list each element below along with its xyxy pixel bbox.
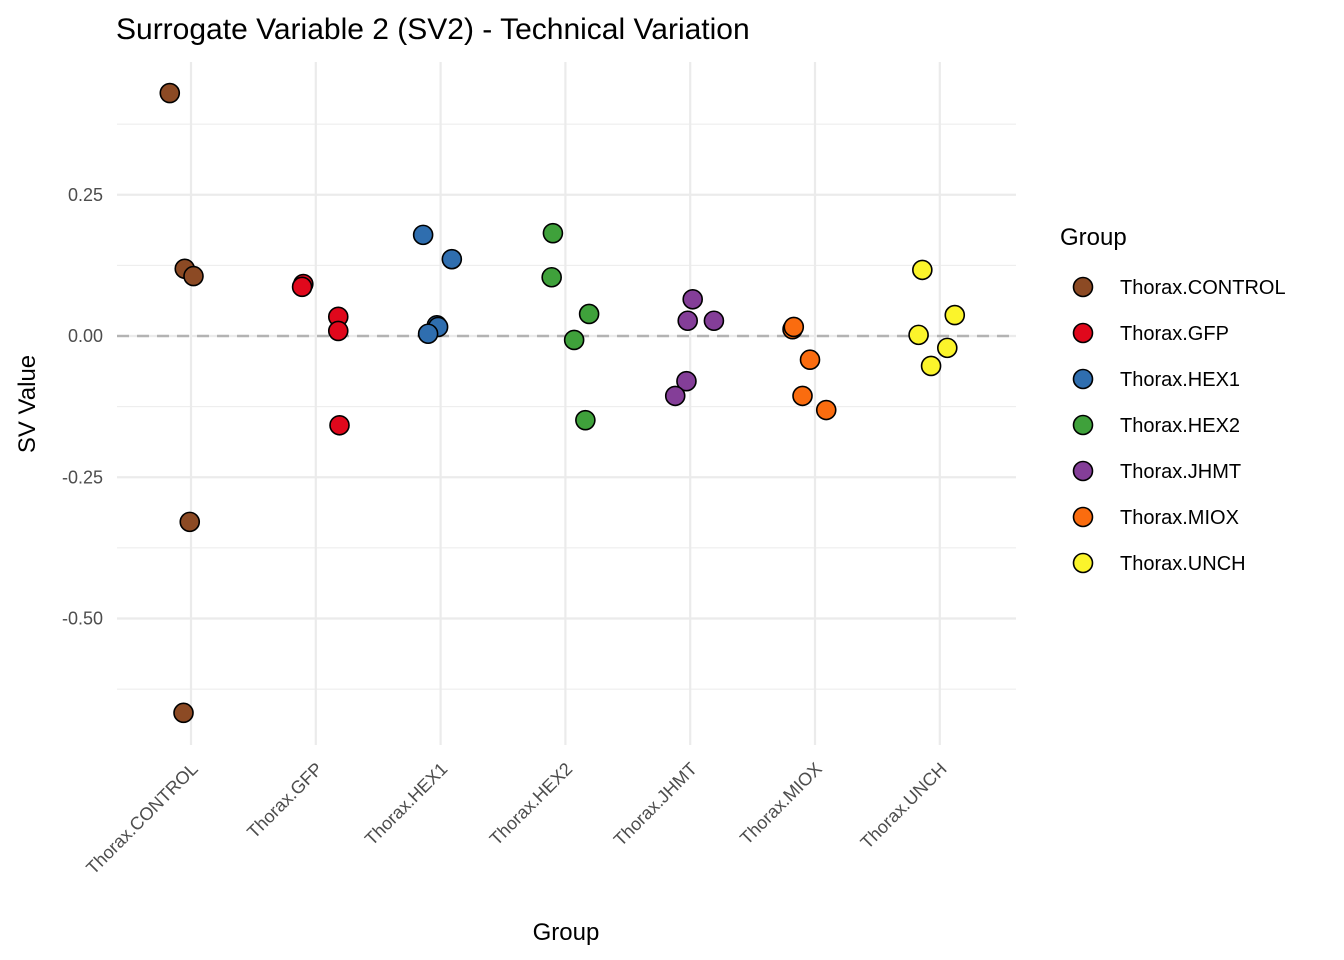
data-point bbox=[563, 329, 585, 351]
x-axis-title: Group bbox=[533, 919, 600, 946]
legend-swatch-icon bbox=[1072, 276, 1094, 298]
data-point bbox=[291, 276, 313, 298]
x-tick-label: Thorax.UNCH bbox=[857, 759, 951, 853]
data-point bbox=[783, 316, 805, 338]
y-tick-label: -0.25 bbox=[62, 467, 103, 487]
legend-item: Thorax.MIOX bbox=[1072, 506, 1239, 529]
data-point bbox=[664, 385, 686, 407]
data-point bbox=[417, 323, 439, 345]
y-axis-title: SV Value bbox=[14, 355, 41, 453]
x-tick-label: Thorax.MIOX bbox=[736, 759, 826, 849]
legend-swatch-icon bbox=[1072, 552, 1094, 574]
data-point bbox=[541, 266, 562, 288]
legend-label: Thorax.HEX1 bbox=[1120, 369, 1240, 391]
data-point bbox=[676, 370, 697, 392]
data-point bbox=[815, 399, 837, 421]
legend-item: Thorax.CONTROL bbox=[1072, 276, 1286, 299]
legend-swatch-icon bbox=[1072, 414, 1094, 436]
data-point bbox=[920, 355, 942, 377]
data-point bbox=[912, 259, 933, 281]
legend-label: Thorax.GFP bbox=[1120, 323, 1229, 345]
legend: Group Thorax.CONTROL Thorax.GFP Thorax.HEX… bbox=[1060, 224, 1286, 575]
legend-swatch-icon bbox=[1072, 506, 1094, 528]
grid bbox=[117, 62, 1016, 745]
data-point bbox=[412, 224, 434, 246]
legend-swatch-icon bbox=[1072, 322, 1094, 344]
data-point bbox=[936, 337, 958, 359]
series-thorax-control bbox=[159, 82, 204, 724]
legend-title: Group bbox=[1060, 224, 1127, 251]
series-thorax-jhmt bbox=[664, 288, 725, 407]
y-tick-label: 0.00 bbox=[68, 326, 103, 346]
y-axis-ticks: 0.25 0.00 -0.25 -0.50 bbox=[62, 185, 103, 629]
data-point bbox=[327, 320, 349, 342]
data-point bbox=[159, 82, 181, 104]
legend-item: Thorax.UNCH bbox=[1072, 552, 1246, 575]
series-thorax-gfp bbox=[291, 273, 350, 436]
legend-item: Thorax.JHMT bbox=[1072, 460, 1241, 483]
legend-item: Thorax.HEX2 bbox=[1072, 414, 1240, 437]
data-point bbox=[908, 324, 929, 346]
data-point bbox=[682, 288, 703, 310]
x-tick-label: Thorax.GFP bbox=[243, 759, 326, 842]
x-tick-label: Thorax.JHMT bbox=[610, 759, 701, 850]
data-point bbox=[944, 304, 966, 326]
data-point bbox=[183, 265, 204, 287]
data-point bbox=[329, 414, 350, 436]
series-thorax-hex2 bbox=[541, 222, 600, 431]
data-point bbox=[677, 310, 699, 332]
legend-label: Thorax.JHMT bbox=[1120, 461, 1241, 483]
data-point bbox=[792, 385, 813, 407]
legend-label: Thorax.MIOX bbox=[1120, 507, 1239, 529]
series-thorax-unch bbox=[908, 259, 966, 377]
data-point bbox=[173, 702, 194, 724]
data-point bbox=[542, 222, 564, 244]
y-tick-label: -0.50 bbox=[62, 609, 103, 629]
legend-label: Thorax.CONTROL bbox=[1120, 277, 1286, 299]
series-thorax-hex1 bbox=[412, 224, 463, 345]
data-point bbox=[703, 310, 725, 332]
data-point bbox=[179, 511, 201, 533]
legend-swatch-icon bbox=[1072, 460, 1094, 482]
chart-title: Surrogate Variable 2 (SV2) - Technical V… bbox=[116, 13, 750, 46]
data-point bbox=[575, 409, 596, 431]
x-axis-ticks: Thorax.CONTROL Thorax.GFP Thorax.HEX1 Thora… bbox=[82, 759, 950, 879]
x-tick-label: Thorax.CONTROL bbox=[82, 759, 202, 879]
legend-item: Thorax.GFP bbox=[1072, 322, 1229, 345]
data-point bbox=[799, 349, 821, 371]
series-thorax-miox bbox=[782, 316, 837, 421]
legend-label: Thorax.HEX2 bbox=[1120, 415, 1240, 437]
x-tick-label: Thorax.HEX2 bbox=[486, 759, 577, 850]
legend-item: Thorax.HEX1 bbox=[1072, 368, 1240, 391]
legend-label: Thorax.UNCH bbox=[1120, 553, 1246, 575]
legend-swatch-icon bbox=[1072, 368, 1094, 390]
y-tick-label: 0.25 bbox=[68, 185, 103, 205]
x-tick-label: Thorax.HEX1 bbox=[361, 759, 452, 850]
data-point bbox=[441, 248, 463, 270]
points-layer bbox=[159, 82, 966, 724]
data-point bbox=[578, 303, 600, 325]
